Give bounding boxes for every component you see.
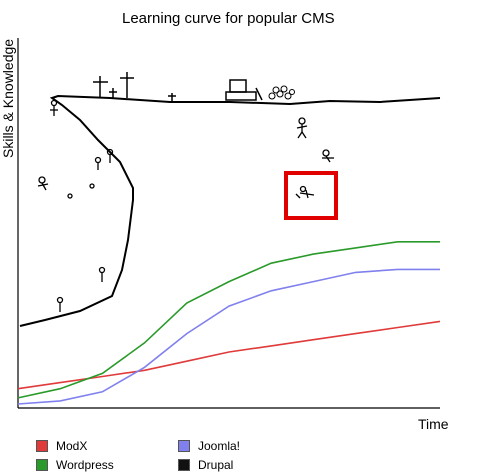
chart-title: Learning curve for popular CMS <box>122 10 335 27</box>
legend-item-wordpress: Wordpress <box>36 458 114 472</box>
cliff-outline-path <box>19 94 441 327</box>
legend-item-joomla: Joomla! <box>178 439 240 453</box>
legend-label-wordpress: Wordpress <box>56 458 114 472</box>
series-line-joomla <box>17 268 440 405</box>
legend-item-modx: ModX <box>36 439 87 453</box>
legend-item-drupal: Drupal <box>178 458 233 472</box>
series-line-modx <box>17 320 441 390</box>
bulldozer <box>225 79 263 101</box>
legend-swatch-joomla <box>178 440 190 452</box>
legend-label-joomla: Joomla! <box>198 439 241 453</box>
legend-label-drupal: Drupal <box>198 458 234 472</box>
x-axis-label: Time <box>418 416 449 432</box>
crosses <box>93 72 176 102</box>
axes <box>17 38 440 409</box>
legend-label-modx: ModX <box>56 439 88 453</box>
y-axis-label: Skills & Knowledge <box>0 39 16 158</box>
highlight-box <box>284 171 338 220</box>
legend-swatch-drupal <box>178 459 190 471</box>
legend-swatch-modx <box>36 440 48 452</box>
cliff-illustration <box>19 72 441 327</box>
legend-swatch-wordpress <box>36 459 48 471</box>
series-group <box>17 241 441 405</box>
series-line-wordpress <box>17 241 440 399</box>
falling-figures <box>37 99 334 312</box>
highlighted-figure <box>295 185 315 199</box>
rocks <box>268 85 295 100</box>
